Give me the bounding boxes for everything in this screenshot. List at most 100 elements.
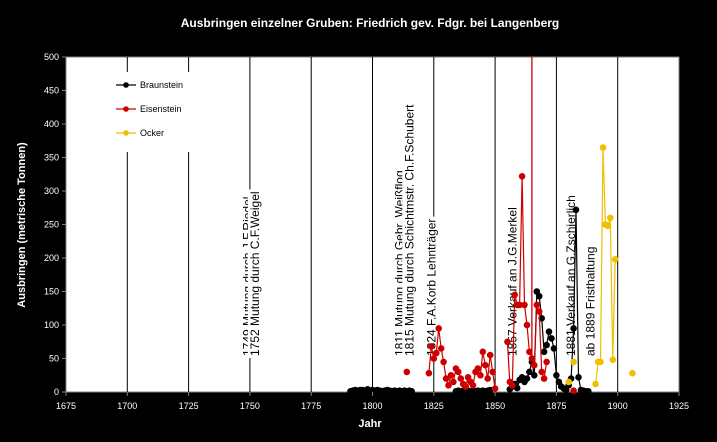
data-point xyxy=(479,348,487,356)
y-tick-label: 300 xyxy=(44,186,59,196)
data-point xyxy=(433,349,440,357)
series-eisenstein xyxy=(403,173,577,395)
annotation: 1824 F.A.Korb Lehnträger xyxy=(424,216,440,358)
data-point xyxy=(482,361,489,369)
y-tick-label: 200 xyxy=(44,253,59,263)
series-group xyxy=(347,144,636,395)
x-tick-label: 1775 xyxy=(301,401,321,411)
data-point xyxy=(538,368,546,376)
x-tick-label: 1825 xyxy=(424,401,444,411)
annotation: 1881 Verkauf an G.Zschierlich xyxy=(564,193,580,358)
legend-item: Braunstein xyxy=(116,80,183,90)
y-axis-ticks: 0 50 100 150 200 250 300 350 400 450 500 xyxy=(44,52,66,397)
legend-label: Ocker xyxy=(140,128,164,138)
data-point xyxy=(491,385,499,392)
x-axis-ticks: 1675 1700 1725 1750 1775 1800 1825 1850 1875 1900… xyxy=(56,392,689,411)
data-point xyxy=(604,222,612,230)
data-point xyxy=(570,387,577,395)
legend-marker xyxy=(123,82,129,88)
y-tick-label: 350 xyxy=(44,153,59,163)
data-point xyxy=(592,380,599,388)
data-point xyxy=(599,144,607,151)
data-point xyxy=(477,372,484,379)
annotation-bg xyxy=(247,189,263,358)
annotation-label: 1752 Mutung durch C.F.Weigel xyxy=(248,191,262,356)
annotation-label: 1824 F.A.Korb Lehnträger xyxy=(424,219,438,356)
annotation: 1815 Mutung durch Schichtmstr. Ch.F.Schu… xyxy=(402,102,418,358)
annotation: ab 1889 Fristhaltung xyxy=(583,244,599,358)
data-point xyxy=(518,173,526,180)
annotation-label: ab 1889 Fristhaltung xyxy=(584,247,598,356)
legend-marker xyxy=(123,130,129,136)
series-ocker xyxy=(565,144,636,388)
legend: Braunstein Eisenstein Ocker xyxy=(110,72,200,152)
data-point xyxy=(513,384,521,392)
data-point xyxy=(607,214,614,222)
y-tick-label: 50 xyxy=(49,354,59,364)
data-point xyxy=(565,378,573,386)
annotation-bg xyxy=(424,216,440,358)
data-point xyxy=(484,375,492,382)
y-axis-title: Ausbringen (metrische Tonnen) xyxy=(16,142,28,308)
data-point xyxy=(540,375,548,382)
annotation-bg xyxy=(583,244,599,358)
legend-label: Eisenstein xyxy=(140,104,182,114)
data-point xyxy=(408,388,416,395)
annotation-label: 1815 Mutung durch Schichtmstr. Ch.F.Schu… xyxy=(402,104,416,356)
data-point xyxy=(437,345,445,352)
data-point xyxy=(504,338,511,346)
data-point xyxy=(629,369,636,377)
data-point xyxy=(489,368,496,376)
data-point xyxy=(447,372,455,379)
x-tick-label: 1900 xyxy=(608,401,628,411)
data-point xyxy=(550,345,558,352)
data-point xyxy=(535,292,543,300)
legend-label: Braunstein xyxy=(140,80,183,90)
data-point xyxy=(457,375,465,382)
annotation-bg xyxy=(402,102,418,358)
data-point xyxy=(509,382,516,389)
data-point xyxy=(540,348,548,356)
data-point xyxy=(474,365,482,372)
data-point xyxy=(572,206,580,214)
data-point xyxy=(597,358,604,366)
data-point xyxy=(585,388,592,395)
y-tick-label: 0 xyxy=(54,387,59,397)
data-point xyxy=(531,361,538,369)
data-point xyxy=(425,369,433,377)
y-tick-label: 250 xyxy=(44,220,59,230)
data-point xyxy=(528,355,536,362)
data-point xyxy=(548,335,555,342)
y-tick-label: 100 xyxy=(44,320,59,330)
x-tick-label: 1750 xyxy=(240,401,260,411)
data-point xyxy=(523,321,531,329)
data-point xyxy=(440,358,447,366)
data-point xyxy=(403,368,411,376)
data-point xyxy=(543,341,550,349)
y-tick-label: 400 xyxy=(44,119,59,129)
chart-title: Ausbringen einzelner Gruben: Friedrich g… xyxy=(181,16,560,30)
data-point xyxy=(435,325,443,332)
data-point xyxy=(531,372,538,379)
y-tick-label: 450 xyxy=(44,86,59,96)
x-tick-label: 1925 xyxy=(669,401,689,411)
legend-item: Eisenstein xyxy=(116,104,182,114)
x-tick-label: 1850 xyxy=(485,401,505,411)
data-point xyxy=(455,368,462,376)
data-point xyxy=(523,375,531,382)
y-tick-label: 500 xyxy=(44,52,59,62)
data-point xyxy=(526,368,533,376)
data-point xyxy=(575,374,582,381)
series-braunstein xyxy=(347,206,592,395)
annotation: 1752 Mutung durch C.F.Weigel xyxy=(247,189,263,358)
x-axis-title: Jahr xyxy=(358,418,382,430)
data-point xyxy=(511,291,519,299)
x-tick-label: 1875 xyxy=(546,401,566,411)
x-tick-label: 1725 xyxy=(179,401,199,411)
data-point xyxy=(611,256,619,263)
x-tick-label: 1800 xyxy=(362,401,382,411)
data-point xyxy=(553,372,560,379)
annotation: 1857 Verkauf an J.G.Merkel xyxy=(505,205,521,358)
data-point xyxy=(543,358,550,366)
annotation-label: 1881 Verkauf an G.Zschierlich xyxy=(564,195,578,356)
